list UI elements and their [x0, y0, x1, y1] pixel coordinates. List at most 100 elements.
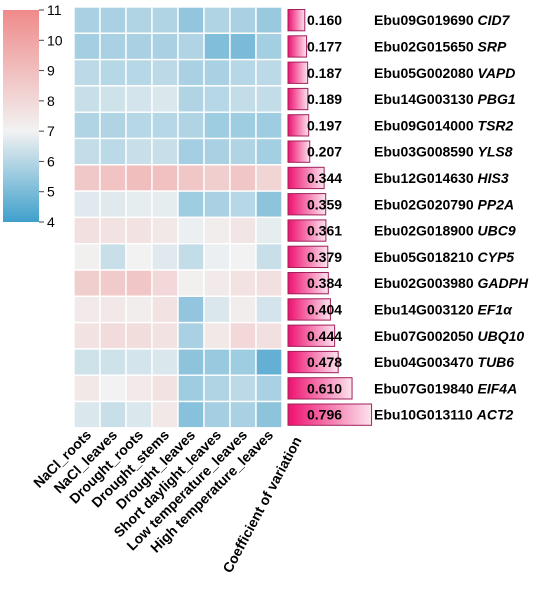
- heatmap-cells: [73, 6, 283, 429]
- heatmap-cell: [255, 216, 283, 245]
- gene-id: Ebu10G013110: [374, 407, 477, 423]
- heatmap-cell: [203, 269, 231, 297]
- heatmap-cell: [73, 85, 101, 113]
- colorbar-ticks: 11 10 9 8 7 6 5 4: [39, 2, 63, 230]
- heatmap-cell: [255, 111, 283, 140]
- heatmap-cell: [73, 32, 101, 61]
- heatmap-cell: [177, 6, 205, 34]
- cv-bar: [287, 9, 306, 32]
- heatmap-cell: [151, 269, 179, 297]
- heatmap-cell: [255, 32, 283, 61]
- cv-bar: [287, 114, 310, 137]
- heatmap-cell: [229, 400, 257, 429]
- cv-bar: [287, 140, 311, 163]
- gene-id: Ebu02G015650: [374, 38, 478, 54]
- cv-bar: [287, 403, 373, 426]
- heatmap-cell: [229, 348, 257, 376]
- gene-id: Ebu14G003120: [374, 301, 478, 317]
- gene-symbol: UBQ10: [478, 328, 525, 344]
- heatmap-cell: [125, 190, 153, 219]
- colorbar-tick-label: 4: [47, 214, 55, 230]
- heatmap-cell: [255, 164, 283, 192]
- gene-id: Ebu09G019690: [374, 12, 478, 28]
- heatmap-cell: [151, 242, 179, 271]
- heatmap-cell: [255, 6, 283, 34]
- cv-bar: [287, 193, 327, 216]
- heatmap-cell: [125, 137, 153, 166]
- gene-label: Ebu14G003120 EF1α: [374, 301, 513, 317]
- heatmap-cell: [125, 374, 153, 403]
- gene-symbol: UBC9: [478, 223, 516, 239]
- heatmap-cell: [151, 216, 179, 245]
- heatmap-cell: [229, 32, 257, 61]
- heatmap-cell: [177, 348, 205, 376]
- gene-label: Ebu10G013110 ACT2: [374, 407, 514, 423]
- cv-value-label: 0.796: [307, 407, 342, 423]
- gene-id: Ebu12G014630: [374, 170, 478, 186]
- heatmap-cell: [255, 374, 283, 403]
- cv-value-label: 0.404: [307, 301, 342, 317]
- colorbar: [3, 10, 39, 222]
- heatmap-cell: [177, 111, 205, 140]
- gene-id: Ebu14G003130: [374, 91, 478, 107]
- heatmap-cell: [99, 321, 127, 350]
- heatmap-cell: [177, 321, 205, 350]
- heatmap-cell: [151, 374, 179, 403]
- heatmap-cell: [99, 137, 127, 166]
- heatmap-cell: [177, 400, 205, 429]
- cv-value-label: 0.344: [307, 170, 342, 186]
- gene-label: Ebu02G003980 GADPH: [374, 275, 529, 291]
- heatmap-cell: [125, 216, 153, 245]
- heatmap-cell: [177, 32, 205, 61]
- cv-bar: [287, 219, 327, 242]
- heatmap-cell: [73, 295, 101, 324]
- cv-bar: [287, 324, 336, 347]
- heatmap-cell: [151, 58, 179, 87]
- heatmap-cell: [229, 374, 257, 403]
- gene-symbol: HIS3: [478, 170, 509, 186]
- heatmap-cell: [73, 58, 101, 87]
- gene-label: Ebu09G014000 TSR2: [374, 117, 514, 133]
- heatmap-cell: [229, 295, 257, 324]
- heatmap-cell: [229, 111, 257, 140]
- cv-value-label: 0.444: [307, 328, 342, 344]
- heatmap-cell: [99, 32, 127, 61]
- heatmap-cell: [125, 295, 153, 324]
- gene-label: Ebu02G015650 SRP: [374, 38, 507, 54]
- heatmap-cell: [177, 85, 205, 113]
- heatmap-cell: [255, 321, 283, 350]
- gene-id: Ebu02G003980: [374, 275, 478, 291]
- gene-symbol: CYP5: [478, 249, 515, 265]
- gene-id: Ebu09G014000: [374, 117, 478, 133]
- heatmap-cell: [203, 164, 231, 192]
- heatmap-cell: [203, 58, 231, 87]
- heatmap-cell: [229, 58, 257, 87]
- heatmap-cell: [255, 269, 283, 297]
- heatmap-cell: [125, 348, 153, 376]
- cv-value-label: 0.384: [307, 275, 342, 291]
- heatmap-cell: [177, 374, 205, 403]
- heatmap-cell: [151, 400, 179, 429]
- heatmap-cell: [203, 111, 231, 140]
- heatmap-cell: [151, 137, 179, 166]
- gene-label: Ebu03G008590 YLS8: [374, 144, 513, 160]
- heatmap-cell: [73, 6, 101, 34]
- heatmap-cell: [203, 374, 231, 403]
- heatmap-cell: [99, 164, 127, 192]
- heatmap-cell: [203, 216, 231, 245]
- heatmap-cell: [151, 295, 179, 324]
- heatmap-cell: [203, 190, 231, 219]
- heatmap-cell: [177, 269, 205, 297]
- heatmap-cell: [203, 137, 231, 166]
- cv-value-label: 0.359: [307, 196, 342, 212]
- cv-bar: [287, 61, 309, 84]
- heatmap-cell: [203, 85, 231, 113]
- heatmap-cell: [73, 216, 101, 245]
- heatmap-cell: [73, 242, 101, 271]
- heatmap-cell: [255, 242, 283, 271]
- cv-value-label: 0.379: [307, 249, 342, 265]
- cv-bar: [287, 35, 308, 58]
- heatmap-cell: [125, 269, 153, 297]
- gene-symbol: SRP: [478, 38, 507, 54]
